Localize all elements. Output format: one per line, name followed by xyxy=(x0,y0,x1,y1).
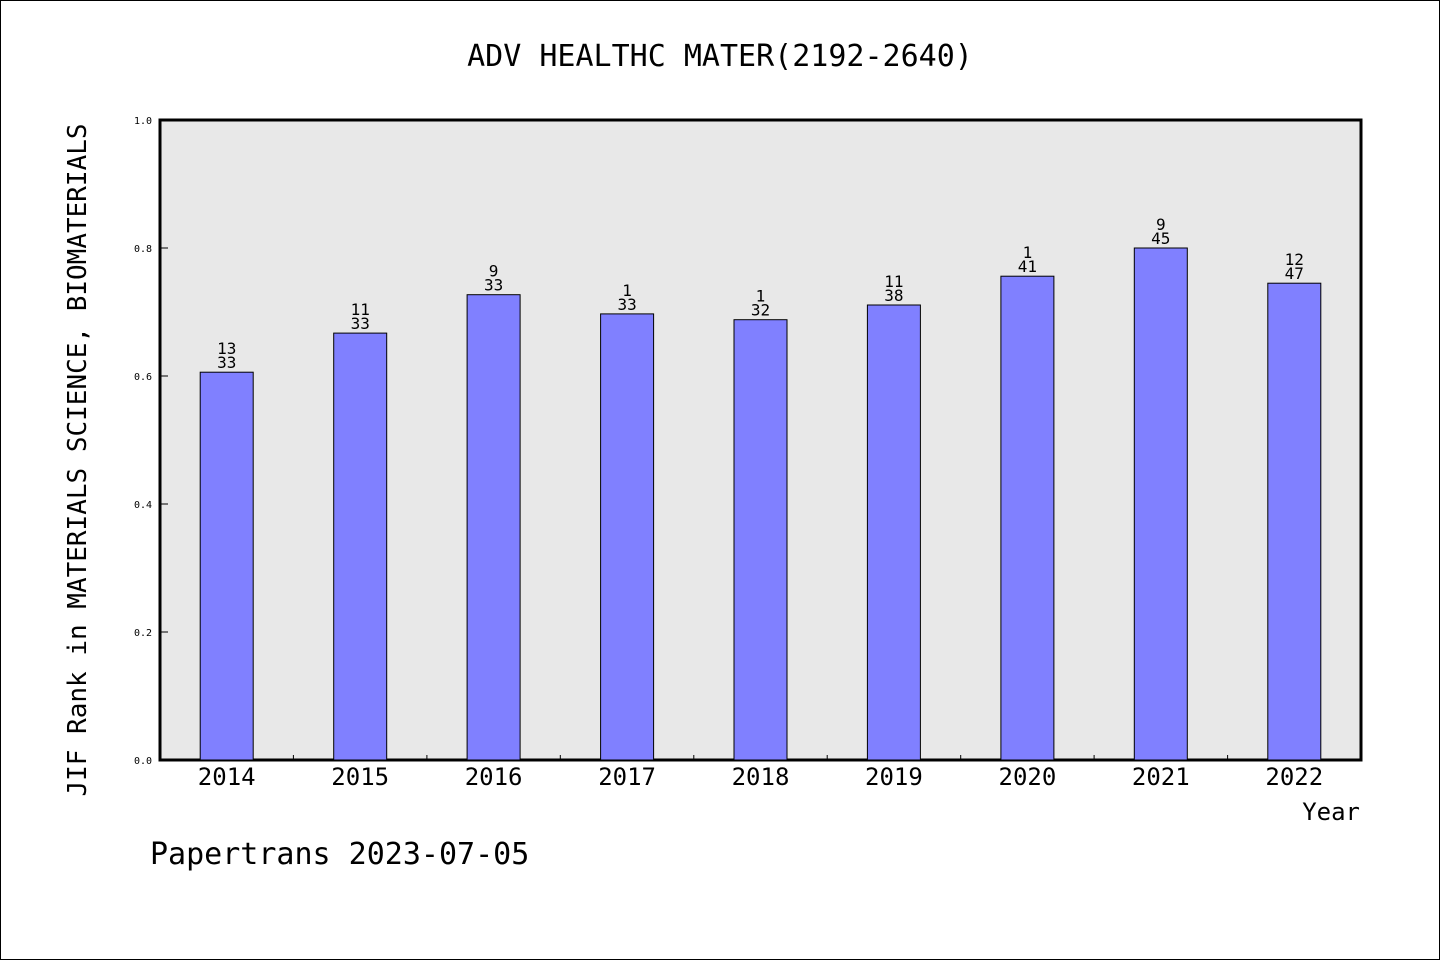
x-tick-label-2015: 2015 xyxy=(331,763,389,791)
bar-2019 xyxy=(866,304,921,761)
chart-title: ADV HEALTHC MATER(2192-2640) xyxy=(467,39,973,74)
bar-2015 xyxy=(333,332,388,761)
total-label-2017: 33 xyxy=(617,295,636,314)
rank-label-2022: 12 xyxy=(1285,250,1304,269)
y-tick-label: 0.2 xyxy=(134,628,152,639)
y-axis: 0.0 0.2 0.4 0.6 0.8 1.0 xyxy=(134,116,168,767)
bar-2020 xyxy=(1000,275,1055,761)
x-tick-label-2019: 2019 xyxy=(865,763,923,791)
y-tick-label: 0.0 xyxy=(134,756,152,767)
rank-label-2018: 1 xyxy=(756,287,766,306)
total-label-2021: 45 xyxy=(1151,229,1170,248)
y-tick-label: 0.6 xyxy=(134,372,152,383)
total-label-2016: 33 xyxy=(484,276,503,295)
bar-2018 xyxy=(733,319,788,761)
x-axis: 2014 2015 2016 2017 2018 2019 2020 2021 2022 xyxy=(198,755,1323,791)
x-tick-label-2017: 2017 xyxy=(598,763,656,791)
total-label-2018: 32 xyxy=(751,301,770,320)
rank-label-2021: 9 xyxy=(1156,215,1166,234)
total-label-2015: 33 xyxy=(351,314,370,333)
x-axis-title: Year xyxy=(1302,798,1360,826)
x-tick-label-2016: 2016 xyxy=(465,763,523,791)
total-label-2022: 47 xyxy=(1285,264,1304,283)
bar-2014 xyxy=(199,371,254,761)
total-label-2019: 38 xyxy=(884,286,903,305)
rank-label-2017: 1 xyxy=(622,281,632,300)
x-tick-label-2018: 2018 xyxy=(732,763,790,791)
rank-label-2019: 11 xyxy=(884,272,903,291)
rank-label-2015: 11 xyxy=(351,300,370,319)
x-tick-label-2021: 2021 xyxy=(1132,763,1190,791)
x-tick-label-2014: 2014 xyxy=(198,763,256,791)
x-tick-label-2022: 2022 xyxy=(1265,763,1323,791)
total-label-2020: 41 xyxy=(1018,257,1037,276)
rank-label-2016: 9 xyxy=(489,262,499,281)
bars xyxy=(199,247,1322,761)
y-axis-title: JIF Rank in MATERIALS SCIENCE, BIOMATERI… xyxy=(63,123,93,796)
rank-label-2014: 13 xyxy=(217,339,236,358)
rank-label-2020: 1 xyxy=(1023,243,1033,262)
x-tick-label-2020: 2020 xyxy=(999,763,1057,791)
y-tick-label: 1.0 xyxy=(134,116,152,127)
bar-2016 xyxy=(466,294,521,761)
bar-2017 xyxy=(600,313,655,761)
y-tick-label: 0.8 xyxy=(134,244,152,255)
bar-2021 xyxy=(1133,247,1188,761)
total-label-2014: 33 xyxy=(217,353,236,372)
y-tick-label: 0.4 xyxy=(134,500,152,511)
footer-watermark: Papertrans 2023-07-05 xyxy=(150,837,529,872)
bar-2022 xyxy=(1267,282,1322,761)
